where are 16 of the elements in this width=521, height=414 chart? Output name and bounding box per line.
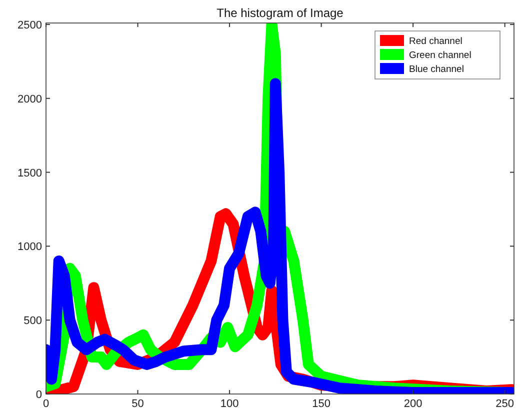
y-tick-label: 1500 (18, 167, 42, 180)
x-tick-label: 200 (404, 398, 422, 410)
y-tick-label: 1000 (18, 241, 42, 254)
y-tick-label: 2000 (18, 93, 42, 106)
y-tick-label: 500 (24, 315, 42, 328)
chart-title: The histogram of Image (216, 6, 344, 20)
x-tick-label: 100 (220, 398, 239, 410)
legend-label: Green channel (409, 50, 472, 61)
y-tick-label: 2500 (18, 19, 42, 32)
x-tick-label: 50 (132, 398, 144, 410)
y-tick-label: 0 (36, 389, 42, 401)
x-tick-label: 0 (42, 398, 50, 410)
x-tick-label: 150 (312, 398, 330, 410)
legend-label: Blue channel (409, 64, 464, 75)
x-tick-label: 250 (496, 398, 514, 410)
legend-label: Red channel (409, 36, 462, 47)
